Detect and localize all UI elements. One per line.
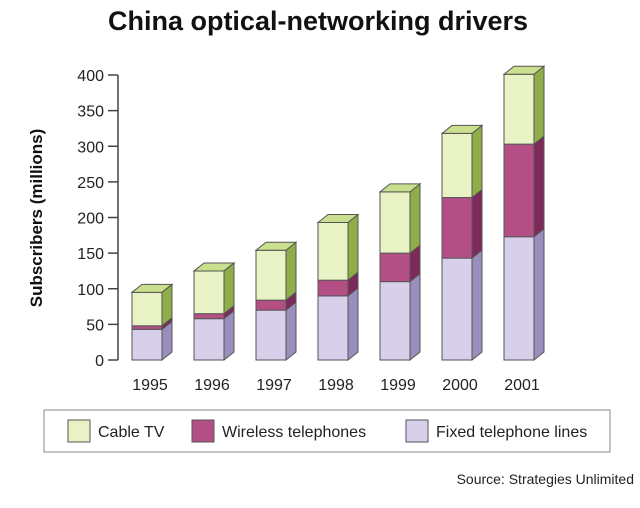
legend-label: Cable TV bbox=[98, 424, 165, 441]
bar-cable-tv-2001 bbox=[503, 73, 535, 145]
bar-side-cable-tv-1997 bbox=[285, 241, 297, 302]
bar-cable-tv-1998 bbox=[317, 221, 349, 281]
y-axis-label: Subscribers (millions) bbox=[27, 129, 46, 308]
y-tick-label: 100 bbox=[77, 282, 104, 299]
bars bbox=[130, 65, 546, 362]
x-tick-label: 1995 bbox=[132, 377, 168, 394]
bar-top-1996 bbox=[192, 262, 236, 272]
bar-wireless-telephones-1997 bbox=[255, 299, 287, 311]
bar-top-1995 bbox=[130, 283, 174, 293]
bar-top-1997 bbox=[254, 241, 298, 251]
bar-fixed-telephone-lines-2001 bbox=[503, 236, 535, 361]
bar-top-2000 bbox=[440, 124, 484, 134]
x-tick-label: 2001 bbox=[504, 377, 540, 394]
bar-side-fixed-telephone-lines-2001 bbox=[533, 227, 545, 362]
bar-cable-tv-1999 bbox=[379, 191, 411, 254]
y-tick-label: 0 bbox=[95, 353, 104, 370]
y-tick-label: 350 bbox=[77, 104, 104, 121]
bar-group-1999 bbox=[378, 182, 422, 362]
bar-fixed-telephone-lines-1996 bbox=[193, 318, 225, 361]
legend-swatch bbox=[191, 419, 215, 443]
y-tick-label: 400 bbox=[77, 68, 104, 85]
x-tick-label: 1997 bbox=[256, 377, 292, 394]
bar-cable-tv-1997 bbox=[255, 249, 287, 301]
bar-fixed-telephone-lines-1999 bbox=[379, 281, 411, 361]
bar-wireless-telephones-1996 bbox=[193, 313, 225, 320]
bar-fixed-telephone-lines-1997 bbox=[255, 309, 287, 361]
bar-group-2000 bbox=[440, 124, 484, 362]
bar-group-1996 bbox=[192, 261, 236, 362]
bar-wireless-telephones-1999 bbox=[379, 252, 411, 283]
y-tick-label: 150 bbox=[77, 246, 104, 263]
source-note: Source: Strategies Unlimited bbox=[457, 471, 634, 487]
bar-side-fixed-telephone-lines-1997 bbox=[285, 301, 297, 362]
bar-group-1998 bbox=[316, 213, 360, 362]
y-tick-label: 50 bbox=[86, 317, 104, 334]
y-tick-label: 200 bbox=[77, 211, 104, 228]
bar-wireless-telephones-1998 bbox=[317, 279, 349, 297]
bar-top-1999 bbox=[378, 183, 422, 193]
legend-label: Wireless telephones bbox=[222, 424, 366, 441]
legend: Cable TV Wireless telephones Fixed telepho… bbox=[43, 409, 611, 453]
legend-label: Fixed telephone lines bbox=[436, 424, 587, 441]
bar-side-fixed-telephone-lines-1998 bbox=[347, 286, 359, 362]
bar-wireless-telephones-1995 bbox=[131, 325, 163, 330]
x-tick-label: 1998 bbox=[318, 377, 354, 394]
bar-side-cable-tv-2000 bbox=[471, 124, 483, 199]
bar-side-wireless-telephones-2001 bbox=[533, 135, 545, 238]
chart-title: China optical-networking drivers bbox=[108, 6, 528, 36]
legend-swatch bbox=[405, 419, 429, 443]
bar-group-2001 bbox=[502, 65, 546, 362]
bar-side-fixed-telephone-lines-1999 bbox=[409, 272, 421, 362]
legend-swatch bbox=[67, 419, 91, 443]
bar-side-wireless-telephones-2000 bbox=[471, 188, 483, 260]
bar-fixed-telephone-lines-2000 bbox=[441, 257, 473, 361]
bar-cable-tv-1995 bbox=[131, 291, 163, 327]
y-tick-label: 250 bbox=[77, 175, 104, 192]
bar-side-fixed-telephone-lines-2000 bbox=[471, 249, 483, 362]
bar-fixed-telephone-lines-1995 bbox=[131, 328, 163, 361]
legend-box bbox=[43, 409, 611, 453]
x-tick-label: 1999 bbox=[380, 377, 416, 394]
bar-side-cable-tv-2001 bbox=[533, 65, 545, 146]
bar-wireless-telephones-2001 bbox=[503, 143, 535, 238]
bar-group-1997 bbox=[254, 241, 298, 362]
bar-cable-tv-2000 bbox=[441, 132, 473, 199]
bar-top-1998 bbox=[316, 213, 360, 223]
bar-cable-tv-1996 bbox=[193, 270, 225, 315]
y-tick-label: 300 bbox=[77, 139, 104, 156]
x-axis-ticks: 1995 1996 1997 1998 1999 2000 2001 bbox=[132, 377, 540, 394]
y-axis: 0 50 100 150 200 250 300 350 400 bbox=[77, 68, 119, 370]
bar-side-cable-tv-1996 bbox=[223, 261, 235, 315]
bar-top-2001 bbox=[502, 65, 546, 75]
bar-side-cable-tv-1998 bbox=[347, 213, 359, 282]
x-tick-label: 1996 bbox=[194, 377, 230, 394]
bar-wireless-telephones-2000 bbox=[441, 197, 473, 259]
bar-fixed-telephone-lines-1998 bbox=[317, 295, 349, 361]
bar-group-1995 bbox=[130, 283, 174, 362]
x-tick-label: 2000 bbox=[442, 377, 478, 394]
bar-side-cable-tv-1999 bbox=[409, 182, 421, 255]
